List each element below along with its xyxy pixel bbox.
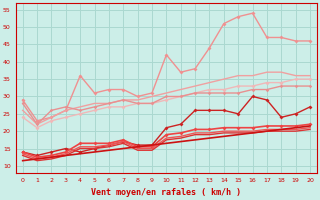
X-axis label: Vent moyen/en rafales ( km/h ): Vent moyen/en rafales ( km/h ) [92,188,241,197]
